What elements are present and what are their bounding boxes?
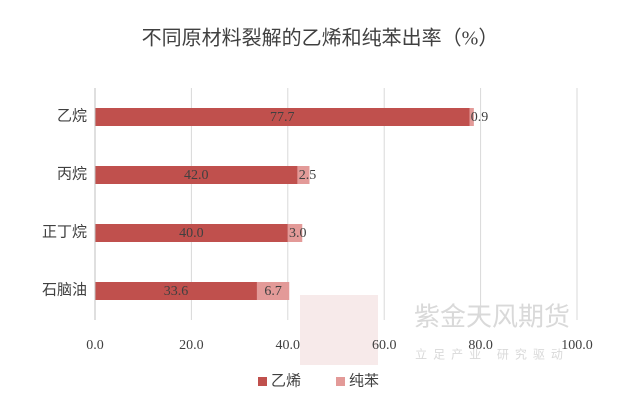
data-label: 6.7 <box>264 284 282 299</box>
bar-segment <box>297 166 310 184</box>
chart-title: 不同原材料裂解的乙烯和纯苯出率（%） <box>142 27 499 50</box>
data-label: 33.6 <box>164 284 189 299</box>
x-tick-label: 60.0 <box>372 338 397 353</box>
y-tick-label: 正丁烷 <box>42 223 87 240</box>
data-label: 2.5 <box>299 168 317 183</box>
bar-segment <box>256 282 290 300</box>
data-label: 42.0 <box>184 168 209 183</box>
watermark-logo <box>300 295 378 365</box>
y-tick-label: 丙烷 <box>57 165 87 182</box>
legend-swatch <box>258 377 267 386</box>
legend-swatch <box>336 377 345 386</box>
bar-segment <box>95 282 257 300</box>
watermark-name: 紫金天风期货 <box>414 303 570 333</box>
bar-segment <box>95 224 288 242</box>
data-label: 77.7 <box>270 110 295 125</box>
y-tick-label: 乙烷 <box>57 107 87 124</box>
legend-label: 纯苯 <box>349 372 379 389</box>
data-label: 0.9 <box>471 110 489 125</box>
x-tick-label: 100.0 <box>561 338 593 353</box>
y-tick-label: 石脑油 <box>42 281 87 298</box>
x-tick-label: 80.0 <box>468 338 493 353</box>
x-tick-label: 40.0 <box>276 338 301 353</box>
watermark-slogan: 立足产业 研究驱动 <box>415 347 569 362</box>
x-tick-label: 20.0 <box>179 338 204 353</box>
x-tick-label: 0.0 <box>86 338 104 353</box>
data-label: 3.0 <box>289 226 307 241</box>
bar-segment <box>95 166 298 184</box>
bar-segment <box>469 108 474 126</box>
bar-segment <box>287 224 303 242</box>
bar-segment <box>95 108 470 126</box>
data-label: 40.0 <box>179 226 204 241</box>
legend-label: 乙烯 <box>271 372 301 389</box>
